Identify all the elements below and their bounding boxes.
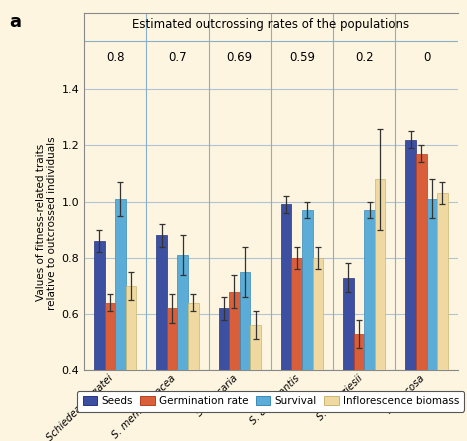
Bar: [302, 210, 312, 370]
Bar: [219, 308, 229, 370]
Bar: [354, 334, 364, 370]
Bar: [105, 303, 115, 370]
Bar: [229, 292, 240, 370]
Text: 0.2: 0.2: [355, 51, 374, 64]
Text: 0.8: 0.8: [106, 51, 124, 64]
Bar: [437, 193, 448, 370]
Text: 0.7: 0.7: [168, 51, 187, 64]
Bar: [156, 235, 167, 370]
Bar: [281, 205, 291, 370]
Bar: [94, 241, 105, 370]
Bar: [405, 140, 416, 370]
Bar: [312, 258, 323, 370]
Bar: [115, 199, 126, 370]
Text: a: a: [9, 13, 21, 31]
Bar: [250, 325, 261, 370]
Legend: Seeds, Germination rate, Survival, Inflorescence biomass: Seeds, Germination rate, Survival, Inflo…: [78, 391, 464, 411]
Bar: [126, 286, 136, 370]
Bar: [167, 308, 177, 370]
Text: 0.59: 0.59: [289, 51, 315, 64]
Y-axis label: Values of fitness-related traits
relative to outcrossed individuals: Values of fitness-related traits relativ…: [35, 136, 57, 310]
Bar: [364, 210, 375, 370]
Bar: [416, 154, 426, 370]
Text: 0.69: 0.69: [226, 51, 253, 64]
Bar: [291, 258, 302, 370]
Text: Estimated outcrossing rates of the populations: Estimated outcrossing rates of the popul…: [132, 18, 410, 31]
Bar: [188, 303, 198, 370]
Bar: [177, 255, 188, 370]
Bar: [375, 179, 385, 370]
Bar: [343, 277, 354, 370]
Bar: [240, 272, 250, 370]
Bar: [426, 199, 437, 370]
Text: 0: 0: [423, 51, 430, 64]
